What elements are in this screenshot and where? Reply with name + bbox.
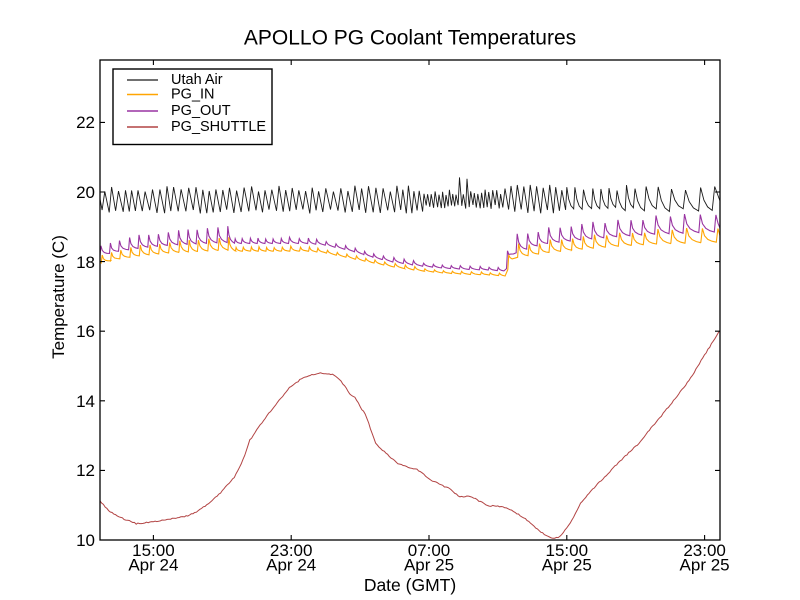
- svg-text:Date (GMT): Date (GMT): [364, 575, 456, 595]
- svg-text:15:00: 15:00: [546, 541, 589, 560]
- svg-text:Apr 25: Apr 25: [542, 556, 592, 575]
- svg-text:22: 22: [76, 113, 95, 132]
- svg-text:07:00: 07:00: [408, 541, 451, 560]
- svg-text:10: 10: [76, 531, 95, 550]
- svg-text:PG_OUT: PG_OUT: [171, 103, 231, 119]
- svg-text:16: 16: [76, 322, 95, 341]
- svg-text:Apr 25: Apr 25: [404, 556, 454, 575]
- svg-text:PG_IN: PG_IN: [171, 87, 215, 103]
- svg-text:14: 14: [76, 392, 95, 411]
- svg-text:APOLLO PG Coolant Temperatures: APOLLO PG Coolant Temperatures: [244, 27, 576, 50]
- svg-text:PG_SHUTTLE: PG_SHUTTLE: [171, 119, 266, 135]
- svg-text:Apr 25: Apr 25: [680, 556, 730, 575]
- svg-text:12: 12: [76, 461, 95, 480]
- svg-text:15:00: 15:00: [132, 541, 175, 560]
- svg-text:Utah Air: Utah Air: [171, 72, 223, 88]
- svg-text:23:00: 23:00: [270, 541, 313, 560]
- svg-text:18: 18: [76, 253, 95, 272]
- svg-text:Temperature (C): Temperature (C): [49, 235, 68, 359]
- svg-text:Apr 24: Apr 24: [128, 556, 178, 575]
- svg-text:Apr 24: Apr 24: [266, 556, 316, 575]
- svg-text:23:00: 23:00: [683, 541, 726, 560]
- svg-text:20: 20: [76, 183, 95, 202]
